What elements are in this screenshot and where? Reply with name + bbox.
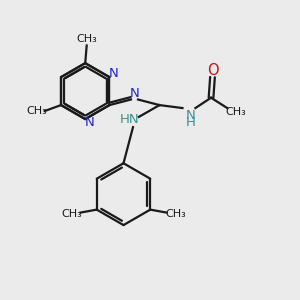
Text: CH₃: CH₃	[61, 209, 82, 219]
Text: CH₃: CH₃	[26, 106, 47, 116]
Text: O: O	[207, 63, 218, 78]
Text: CH₃: CH₃	[225, 106, 246, 117]
Text: H: H	[186, 116, 196, 129]
Text: N: N	[130, 87, 139, 101]
Text: CH₃: CH₃	[76, 34, 97, 44]
Text: N: N	[186, 109, 196, 122]
Text: N: N	[85, 116, 94, 129]
Text: CH₃: CH₃	[165, 209, 186, 219]
Text: HN: HN	[120, 113, 140, 126]
Text: N: N	[109, 67, 119, 80]
